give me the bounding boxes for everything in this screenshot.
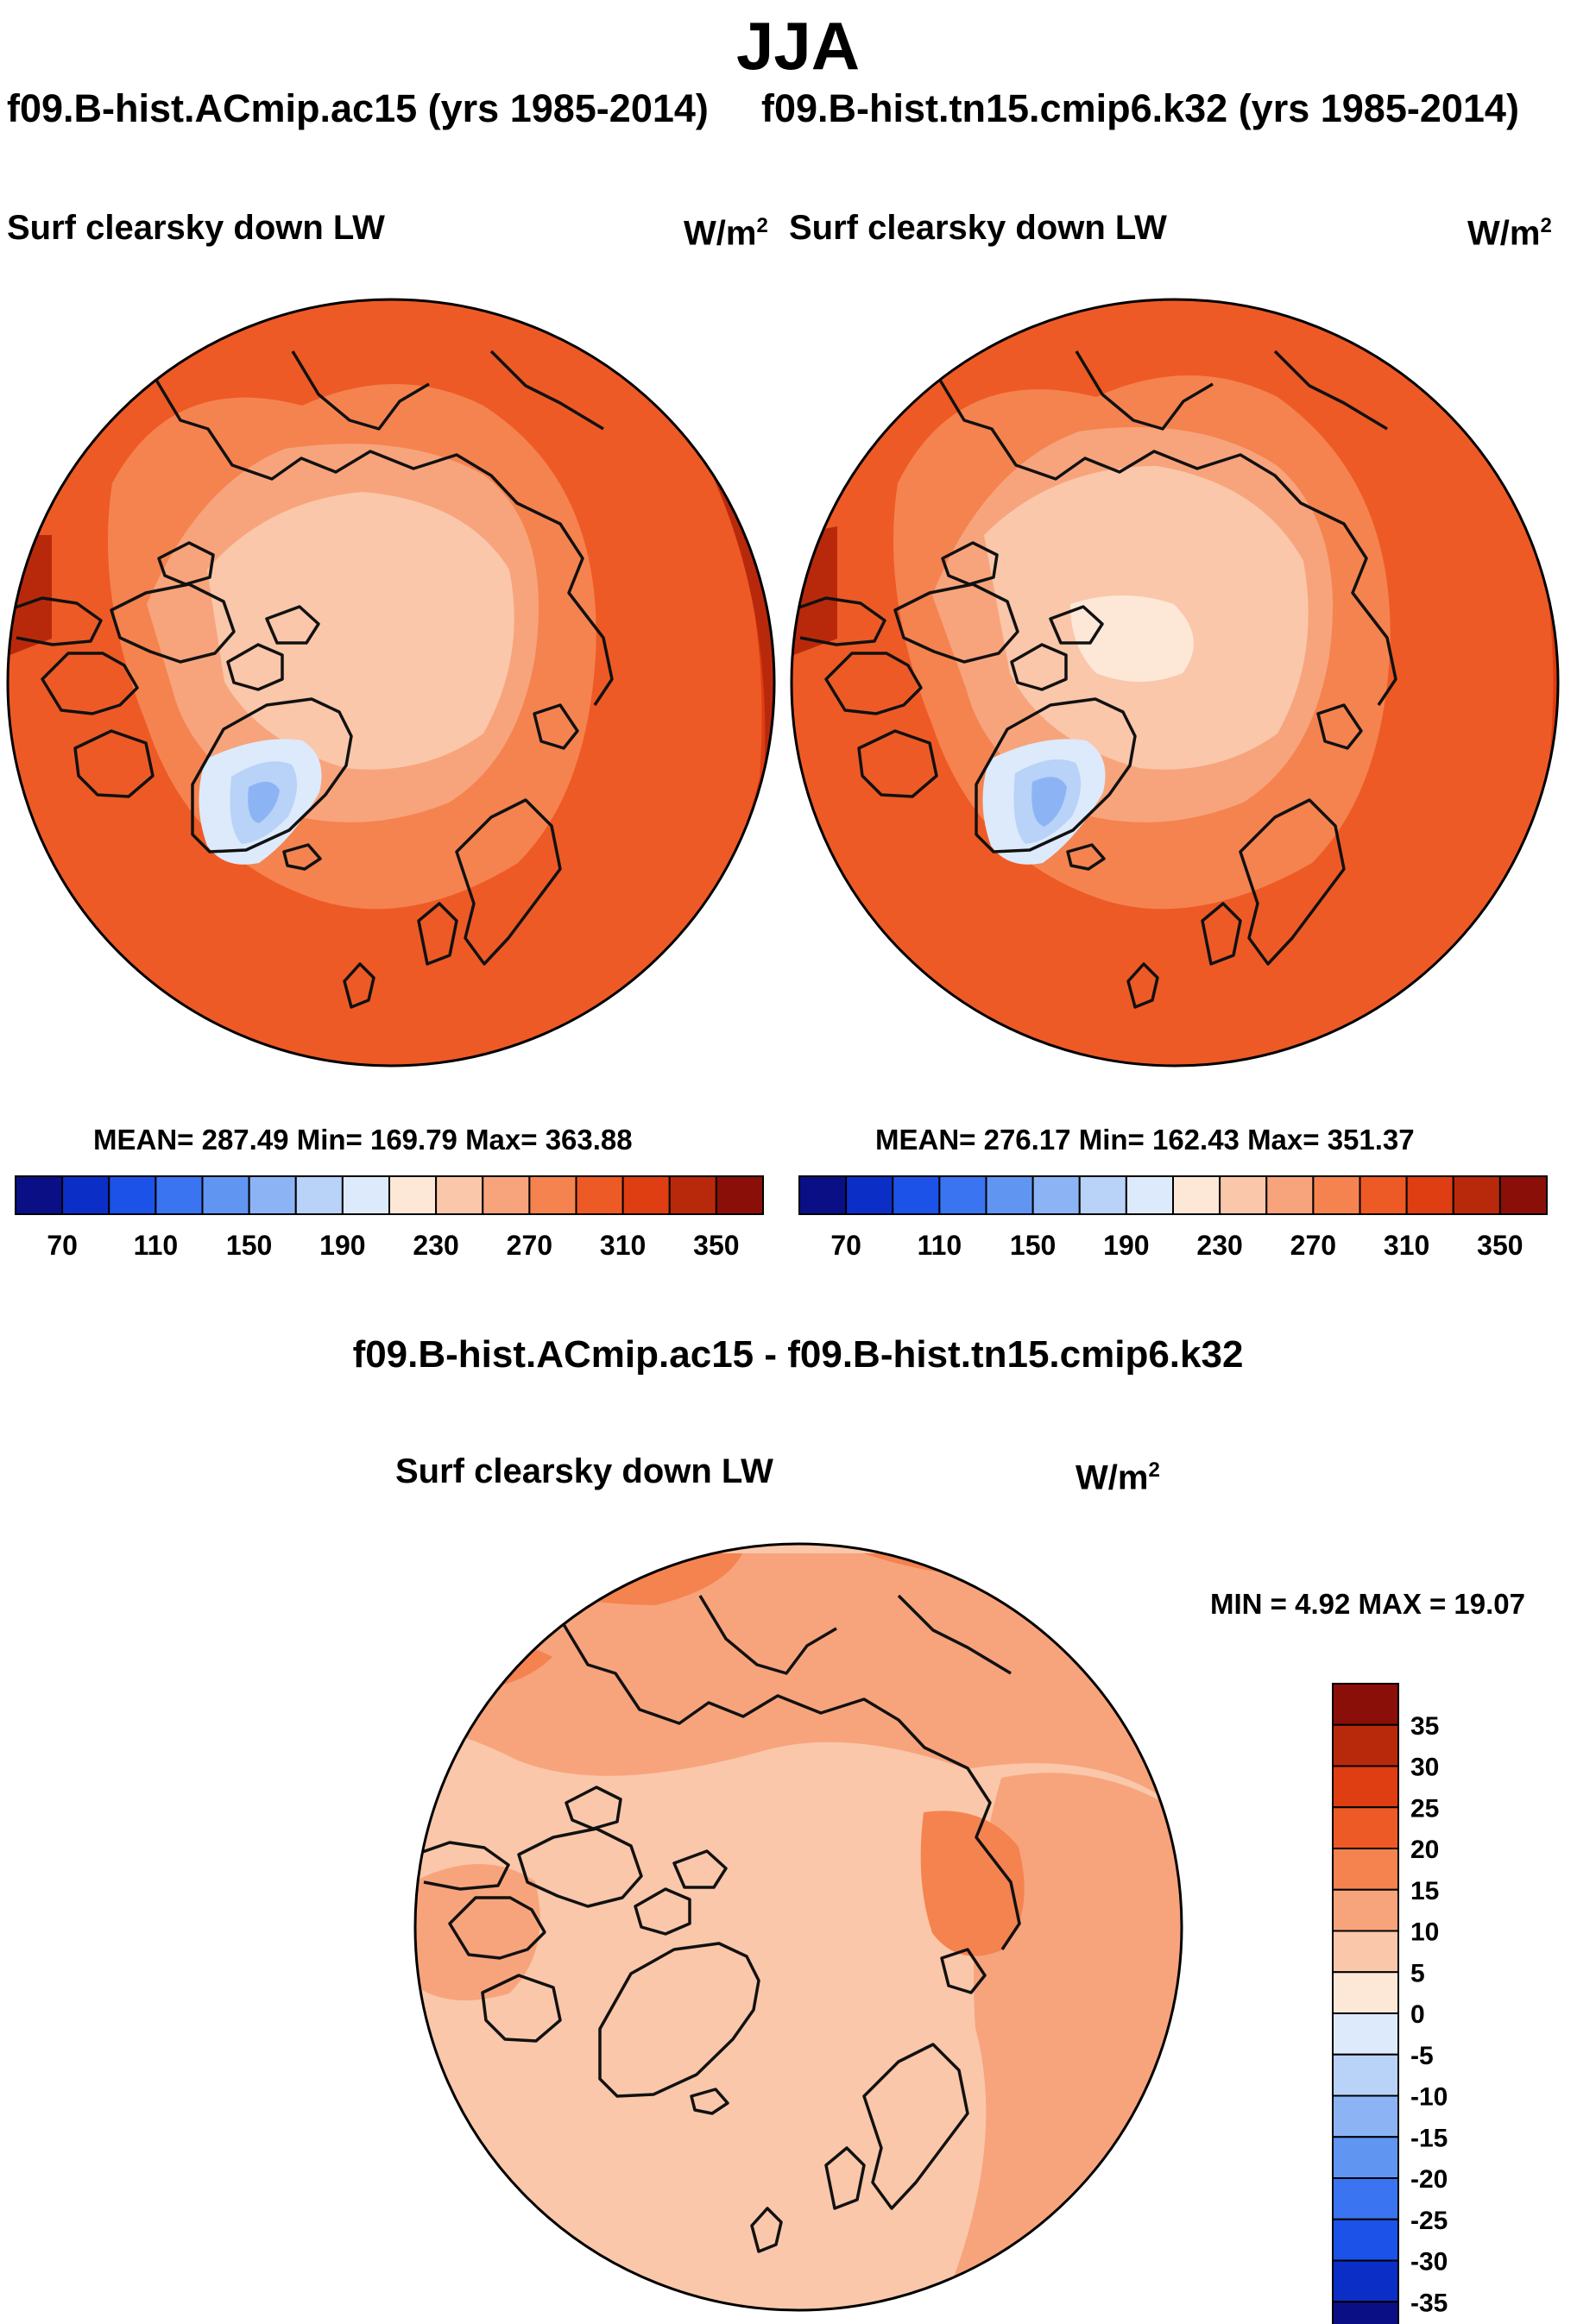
colorbar-left-tick-label: 150 — [226, 1230, 272, 1261]
colorbar-difference-swatch — [1332, 1848, 1399, 1891]
colorbar-left-swatch — [482, 1175, 531, 1215]
colorbar-difference-swatch — [1332, 2053, 1399, 2097]
colorbar-difference-tick-label: -20 — [1410, 2165, 1448, 2194]
colorbar-right-swatch — [1125, 1175, 1174, 1215]
colorbar-right-swatch — [1265, 1175, 1315, 1215]
colorbar-right-swatch — [1359, 1175, 1408, 1215]
colorbar-left-tick-label: 190 — [319, 1230, 365, 1261]
colorbar-left-swatch — [668, 1175, 717, 1215]
colorbar-difference-tick-label: -25 — [1410, 2207, 1448, 2235]
variable-label-left: Surf clearsky down LW — [7, 209, 385, 247]
colorbar-left-swatch — [528, 1175, 577, 1215]
colorbar-left-swatch — [341, 1175, 390, 1215]
colorbar-difference-swatch — [1332, 2012, 1399, 2056]
colorbar-left-swatch — [61, 1175, 110, 1215]
colorbar-right-swatch — [938, 1175, 987, 1215]
case-title-left: f09.B-hist.ACmip.ac15 (yrs 1985-2014) — [7, 86, 709, 130]
colorbar-left-swatch — [621, 1175, 671, 1215]
variable-label-diff: Surf clearsky down LW — [395, 1452, 773, 1490]
colorbar-difference-tick-label: -10 — [1410, 2083, 1448, 2112]
colorbar-left-tick-label: 270 — [507, 1230, 552, 1261]
colorbar-left-tick-label: 70 — [47, 1230, 78, 1261]
colorbar-right-swatch — [1405, 1175, 1454, 1215]
colorbar-difference-swatch — [1332, 1765, 1399, 1809]
colorbar-right-swatch — [1172, 1175, 1221, 1215]
colorbar-left-swatch — [155, 1175, 204, 1215]
colorbar-left-swatch — [201, 1175, 250, 1215]
colorbar-difference-swatch — [1332, 1683, 1399, 1726]
colorbar-right-swatch — [1452, 1175, 1501, 1215]
colorbar-right-swatch — [892, 1175, 941, 1215]
colorbar-difference-swatch — [1332, 2301, 1399, 2324]
colorbar-right-tick-label: 110 — [918, 1230, 962, 1261]
min-max-label-diff: MIN = 4.92 MAX = 19.07 — [1210, 1588, 1526, 1620]
stats-left: MEAN= 287.49 Min= 169.79 Max= 363.88 — [93, 1124, 633, 1156]
colorbar-left-swatch — [15, 1175, 64, 1215]
units-label-left: W/m2 — [684, 214, 768, 253]
colorbar-left-swatch — [715, 1175, 764, 1215]
colorbar-right-tick-label: 310 — [1384, 1230, 1429, 1261]
colorbar-difference-swatch — [1332, 2218, 1399, 2262]
colorbar-left-tick-label: 230 — [413, 1230, 458, 1261]
colorbar-difference-swatch — [1332, 1971, 1399, 2014]
difference-title: f09.B-hist.ACmip.ac15 - f09.B-hist.tn15.… — [352, 1333, 1244, 1376]
colorbar-right-swatch — [1312, 1175, 1361, 1215]
colorbar-left-swatch — [108, 1175, 157, 1215]
colorbar-difference-swatch — [1332, 1930, 1399, 1974]
colorbar-right-swatch — [845, 1175, 894, 1215]
colorbar-difference-swatch — [1332, 2094, 1399, 2138]
colorbar-right-swatch — [985, 1175, 1034, 1215]
colorbar-difference-tick-label: -5 — [1410, 2042, 1434, 2070]
colorbar-left-swatch — [435, 1175, 484, 1215]
colorbar-right-tick-label: 150 — [1010, 1230, 1056, 1261]
stats-right: MEAN= 276.17 Min= 162.43 Max= 351.37 — [875, 1124, 1415, 1156]
colorbar-right-tick-label: 70 — [830, 1230, 861, 1261]
colorbar-difference-swatch — [1332, 2136, 1399, 2179]
colorbar-left-swatch — [248, 1175, 297, 1215]
colorbar-right-tick-label: 270 — [1290, 1230, 1336, 1261]
colorbar-difference-tick-label: 10 — [1410, 1918, 1439, 1947]
colorbar-right-tick-label: 190 — [1103, 1230, 1149, 1261]
colorbar-difference-swatch — [1332, 2177, 1399, 2220]
colorbar-difference-tick-label: -15 — [1410, 2124, 1448, 2152]
colorbar-right-swatch — [1498, 1175, 1548, 1215]
colorbar-right-tick-label: 230 — [1196, 1230, 1242, 1261]
variable-label-right: Surf clearsky down LW — [789, 209, 1167, 247]
colorbar-right-swatch — [1219, 1175, 1268, 1215]
colorbar-difference-swatch — [1332, 1723, 1399, 1767]
colorbar-difference-tick-label: -35 — [1410, 2289, 1448, 2317]
map-difference — [413, 1542, 1183, 2312]
colorbar-left: 70 110 150 190 230 270 310 350 — [15, 1175, 764, 1261]
colorbar-difference: 35 30 25 20 15 10 5 0 -5 -10 -15 -20 -25 -30 -35 — [1332, 1683, 1448, 2324]
colorbar-right-swatch — [1078, 1175, 1127, 1215]
season-title: JJA — [735, 8, 861, 84]
colorbar-difference-tick-label: 0 — [1410, 2000, 1425, 2029]
colorbar-difference-tick-label: 5 — [1410, 1959, 1425, 1987]
colorbar-left-tick-label: 110 — [134, 1230, 179, 1261]
colorbar-difference-swatch — [1332, 1806, 1399, 1849]
colorbar-left-tick-label: 310 — [600, 1230, 646, 1261]
colorbar-difference-tick-label: 25 — [1410, 1794, 1439, 1823]
colorbar-left-swatch — [294, 1175, 344, 1215]
colorbar-right-swatch — [1031, 1175, 1081, 1215]
colorbar-right-swatch — [798, 1175, 848, 1215]
colorbar-difference-tick-label: -30 — [1410, 2248, 1448, 2277]
colorbar-left-tick-label: 350 — [693, 1230, 739, 1261]
colorbar-difference-swatch — [1332, 2259, 1399, 2303]
map-right — [790, 298, 1560, 1068]
colorbar-left-swatch — [575, 1175, 624, 1215]
colorbar-difference-tick-label: 30 — [1410, 1754, 1439, 1782]
case-title-right: f09.B-hist.tn15.cmip6.k32 (yrs 1985-2014… — [761, 86, 1519, 130]
units-label-diff: W/m2 — [1076, 1458, 1160, 1497]
colorbar-difference-tick-label: 20 — [1410, 1836, 1439, 1864]
colorbar-left-swatch — [388, 1175, 438, 1215]
map-left — [6, 298, 776, 1068]
colorbar-difference-tick-label: 35 — [1410, 1712, 1439, 1741]
colorbar-difference-swatch — [1332, 1888, 1399, 1932]
units-label-right: W/m2 — [1467, 214, 1552, 253]
colorbar-right: 70 110 150 190 230 270 310 350 — [798, 1175, 1548, 1261]
colorbar-difference-tick-label: 15 — [1410, 1877, 1439, 1905]
colorbar-right-tick-label: 350 — [1477, 1230, 1523, 1261]
